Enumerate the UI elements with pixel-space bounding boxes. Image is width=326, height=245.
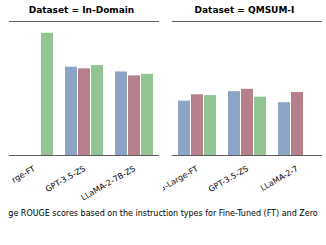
html-text:ge ROUGE scores based on the i: ge ROUGE scores based on the instruction… [8, 209, 318, 218]
svg-text:LLaMA-2-7: LLaMA-2-7 [259, 164, 300, 193]
html-text:Dataset = QMSUM-I: Dataset = QMSUM-I [194, 5, 295, 15]
svg-text:LLaMA-2-7B-ZS: LLaMA-2-7B-ZS [80, 164, 137, 202]
html-text:Dataset = In-Domain: Dataset = In-Domain [28, 5, 135, 15]
svg-text:GPT-3.5-ZS: GPT-3.5-ZS [44, 164, 87, 194]
svg-text:GPT-3.5-ZS: GPT-3.5-ZS [207, 164, 250, 194]
svg-text:Flan-T5-Large-FT: Flan-T5-Large-FT [163, 164, 200, 205]
svg-text:rge-FT: rge-FT [10, 164, 37, 185]
